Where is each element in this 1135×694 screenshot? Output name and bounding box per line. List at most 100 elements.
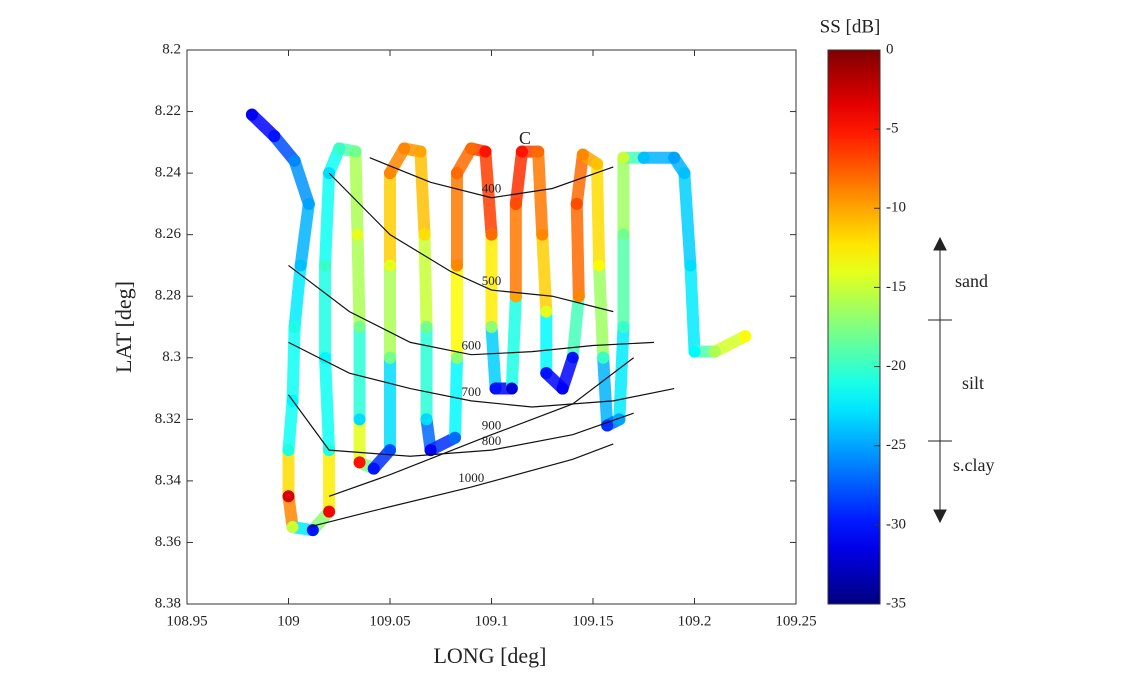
track-point: [424, 444, 437, 457]
colorbar-tick-label: -20: [886, 358, 906, 374]
track-point: [351, 228, 364, 241]
track-point: [668, 151, 681, 164]
x-tick-label: 108.95: [166, 613, 207, 629]
x-tick-label: 109.15: [572, 613, 613, 629]
track-point: [288, 321, 301, 333]
colorbar-title: SS [dB]: [820, 16, 881, 37]
x-tick-label: 109.1: [475, 613, 509, 629]
track-point: [302, 197, 315, 210]
track-segment: [532, 145, 549, 241]
track-point: [319, 259, 332, 272]
x-tick-label: 109.05: [369, 613, 410, 629]
track-point: [268, 130, 281, 143]
contour-line: [288, 394, 634, 457]
track-point: [593, 259, 606, 272]
contour-line: [288, 341, 675, 408]
track-point: [448, 431, 461, 444]
track-segment: [591, 157, 606, 272]
track-point: [353, 413, 366, 426]
track-segment: [509, 145, 528, 210]
y-axis-title: LAT [deg]: [111, 281, 136, 373]
track-segment: [678, 167, 697, 272]
y-tick-label: 8.28: [155, 288, 181, 304]
track-point: [613, 413, 626, 426]
contour-label: 400: [482, 181, 502, 196]
track-point: [739, 330, 752, 343]
track-point: [688, 345, 701, 358]
track-point: [367, 462, 380, 475]
y-tick-label: 8.34: [155, 472, 182, 488]
class-label: sand: [955, 271, 988, 291]
colorbar-tick-label: 0: [886, 41, 894, 57]
contour-label: 900: [482, 418, 502, 433]
colorbar-tick-label: -15: [886, 279, 906, 295]
arrow-up: [933, 236, 947, 251]
track-segment: [479, 145, 498, 241]
contour-label: 700: [461, 384, 481, 399]
contour-label: 600: [461, 338, 481, 353]
contour-label: 500: [482, 273, 502, 288]
track-point: [353, 456, 366, 469]
track-point: [515, 145, 528, 158]
track-segment: [536, 228, 553, 318]
x-tick-label: 109: [277, 613, 300, 629]
x-tick-label: 109.2: [678, 613, 712, 629]
track-segment: [349, 145, 364, 241]
track-segment: [351, 228, 366, 333]
track-point: [509, 197, 522, 210]
track-point: [684, 259, 697, 272]
track-segment: [288, 259, 307, 333]
track-segment: [593, 259, 610, 364]
track-point: [353, 321, 366, 333]
track-point: [420, 413, 433, 426]
track-point: [572, 290, 585, 303]
track-point: [418, 228, 431, 241]
track-segment: [282, 394, 299, 457]
contour-line: [328, 357, 634, 497]
track-point: [678, 167, 691, 180]
track-point: [384, 351, 396, 364]
track-segment: [684, 259, 701, 358]
y-tick-label: 8.22: [155, 103, 181, 119]
colorbar-tick-label: -10: [886, 200, 906, 216]
contour-label: 1000: [458, 470, 484, 485]
track-segment: [418, 228, 433, 333]
track-segment: [570, 197, 585, 303]
y-tick-label: 8.3: [162, 349, 181, 365]
track-segment: [319, 167, 336, 272]
track-segment: [485, 321, 502, 395]
track-point: [576, 148, 589, 161]
class-label: s.clay: [953, 455, 994, 475]
track-point: [708, 345, 721, 358]
y-tick-label: 8.36: [155, 534, 182, 550]
track-point: [637, 151, 650, 164]
track-point: [566, 351, 579, 364]
track-point: [384, 259, 396, 272]
y-tick-label: 8.26: [155, 226, 182, 242]
colorbar-tick-label: -30: [886, 516, 906, 532]
track-segment: [319, 351, 336, 457]
track-point: [349, 145, 362, 158]
track: [245, 108, 752, 537]
track-point: [288, 154, 301, 167]
track-segment: [414, 145, 431, 241]
track-segment: [294, 197, 315, 272]
y-tick-label: 8.2: [162, 41, 181, 57]
track-point: [319, 351, 332, 364]
track-point: [245, 108, 258, 121]
track-point: [294, 259, 307, 272]
colorbar-tick-label: -35: [886, 595, 906, 611]
class-scale: [928, 236, 952, 524]
track-point: [489, 382, 502, 395]
track-point: [450, 167, 463, 180]
track-point: [617, 321, 630, 333]
track-point: [570, 197, 583, 210]
track-point: [420, 321, 433, 333]
contour-line: [308, 443, 614, 528]
track-point: [597, 351, 610, 364]
track-point: [282, 490, 295, 503]
y-tick-label: 8.38: [155, 595, 181, 611]
track-point: [540, 367, 553, 380]
track-point: [286, 521, 299, 534]
